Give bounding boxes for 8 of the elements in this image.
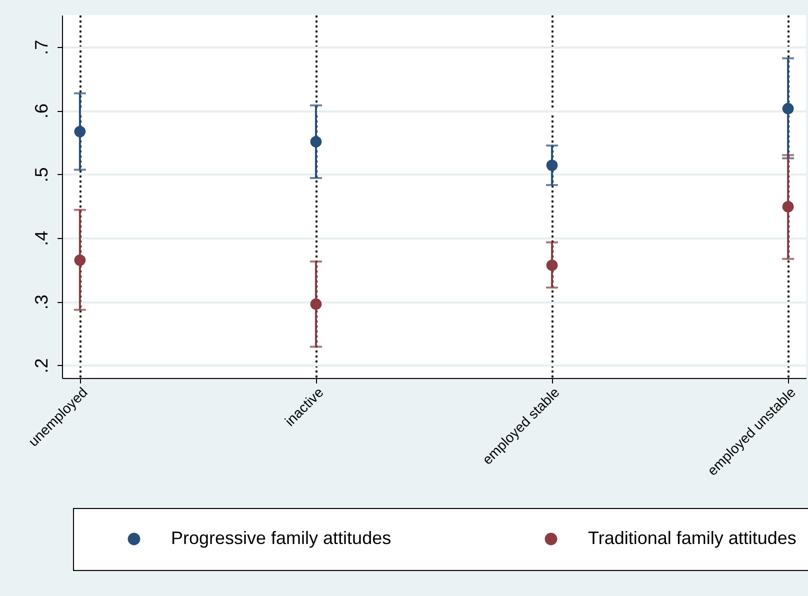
legend-label: Progressive family attitudes (171, 528, 392, 548)
y-tick-label: .5 (32, 167, 52, 182)
legend-label: Traditional family attitudes (588, 528, 796, 548)
y-tick-label: .6 (32, 104, 52, 119)
y-tick-label: .4 (32, 230, 52, 246)
y-tick-label: .2 (32, 358, 52, 374)
y-tick-label: .7 (32, 40, 52, 55)
y-tick-label: .3 (32, 294, 52, 310)
